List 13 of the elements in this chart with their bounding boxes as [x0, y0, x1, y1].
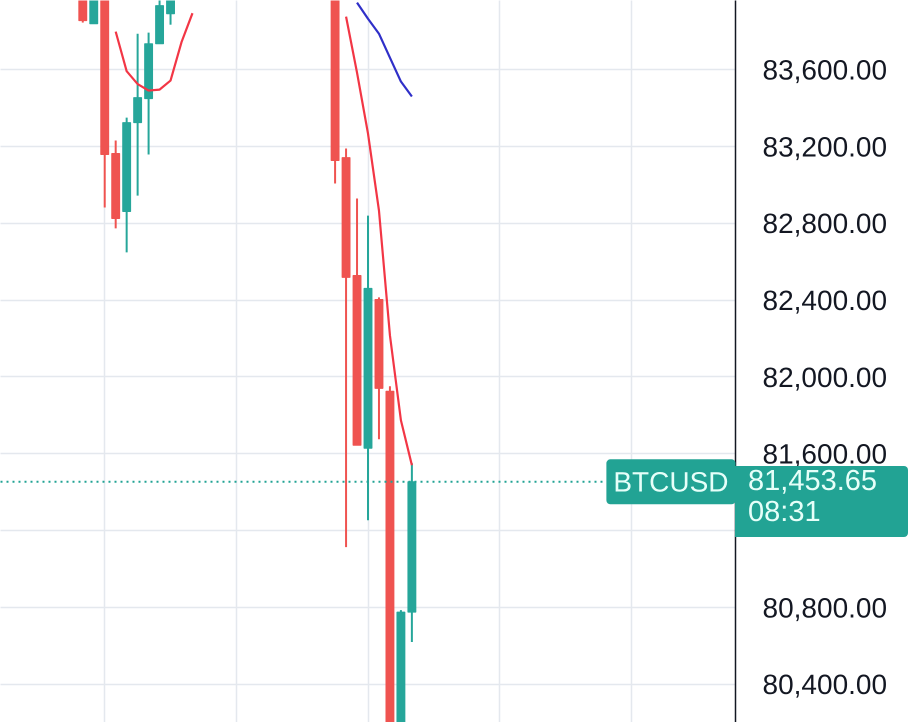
ref-line-label: BTCUSD — [613, 466, 729, 498]
y-tick-label: 80,800.00 — [762, 592, 888, 624]
y-tick-label: 80,400.00 — [762, 669, 888, 700]
y-tick-label: 83,600.00 — [762, 54, 888, 86]
line-series — [356, 2, 413, 98]
text: 08:31 — [748, 496, 821, 528]
y-tick-label: 82,400.00 — [762, 285, 888, 316]
candlestick — [89, 0, 98, 24]
y-tick-label: 83,200.00 — [762, 131, 888, 162]
candlestick — [78, 0, 88, 24]
candlestick — [166, 0, 175, 26]
y-tick-label: 82,000.00 — [762, 362, 888, 393]
y-tick-label: 82,800.00 — [762, 208, 888, 240]
